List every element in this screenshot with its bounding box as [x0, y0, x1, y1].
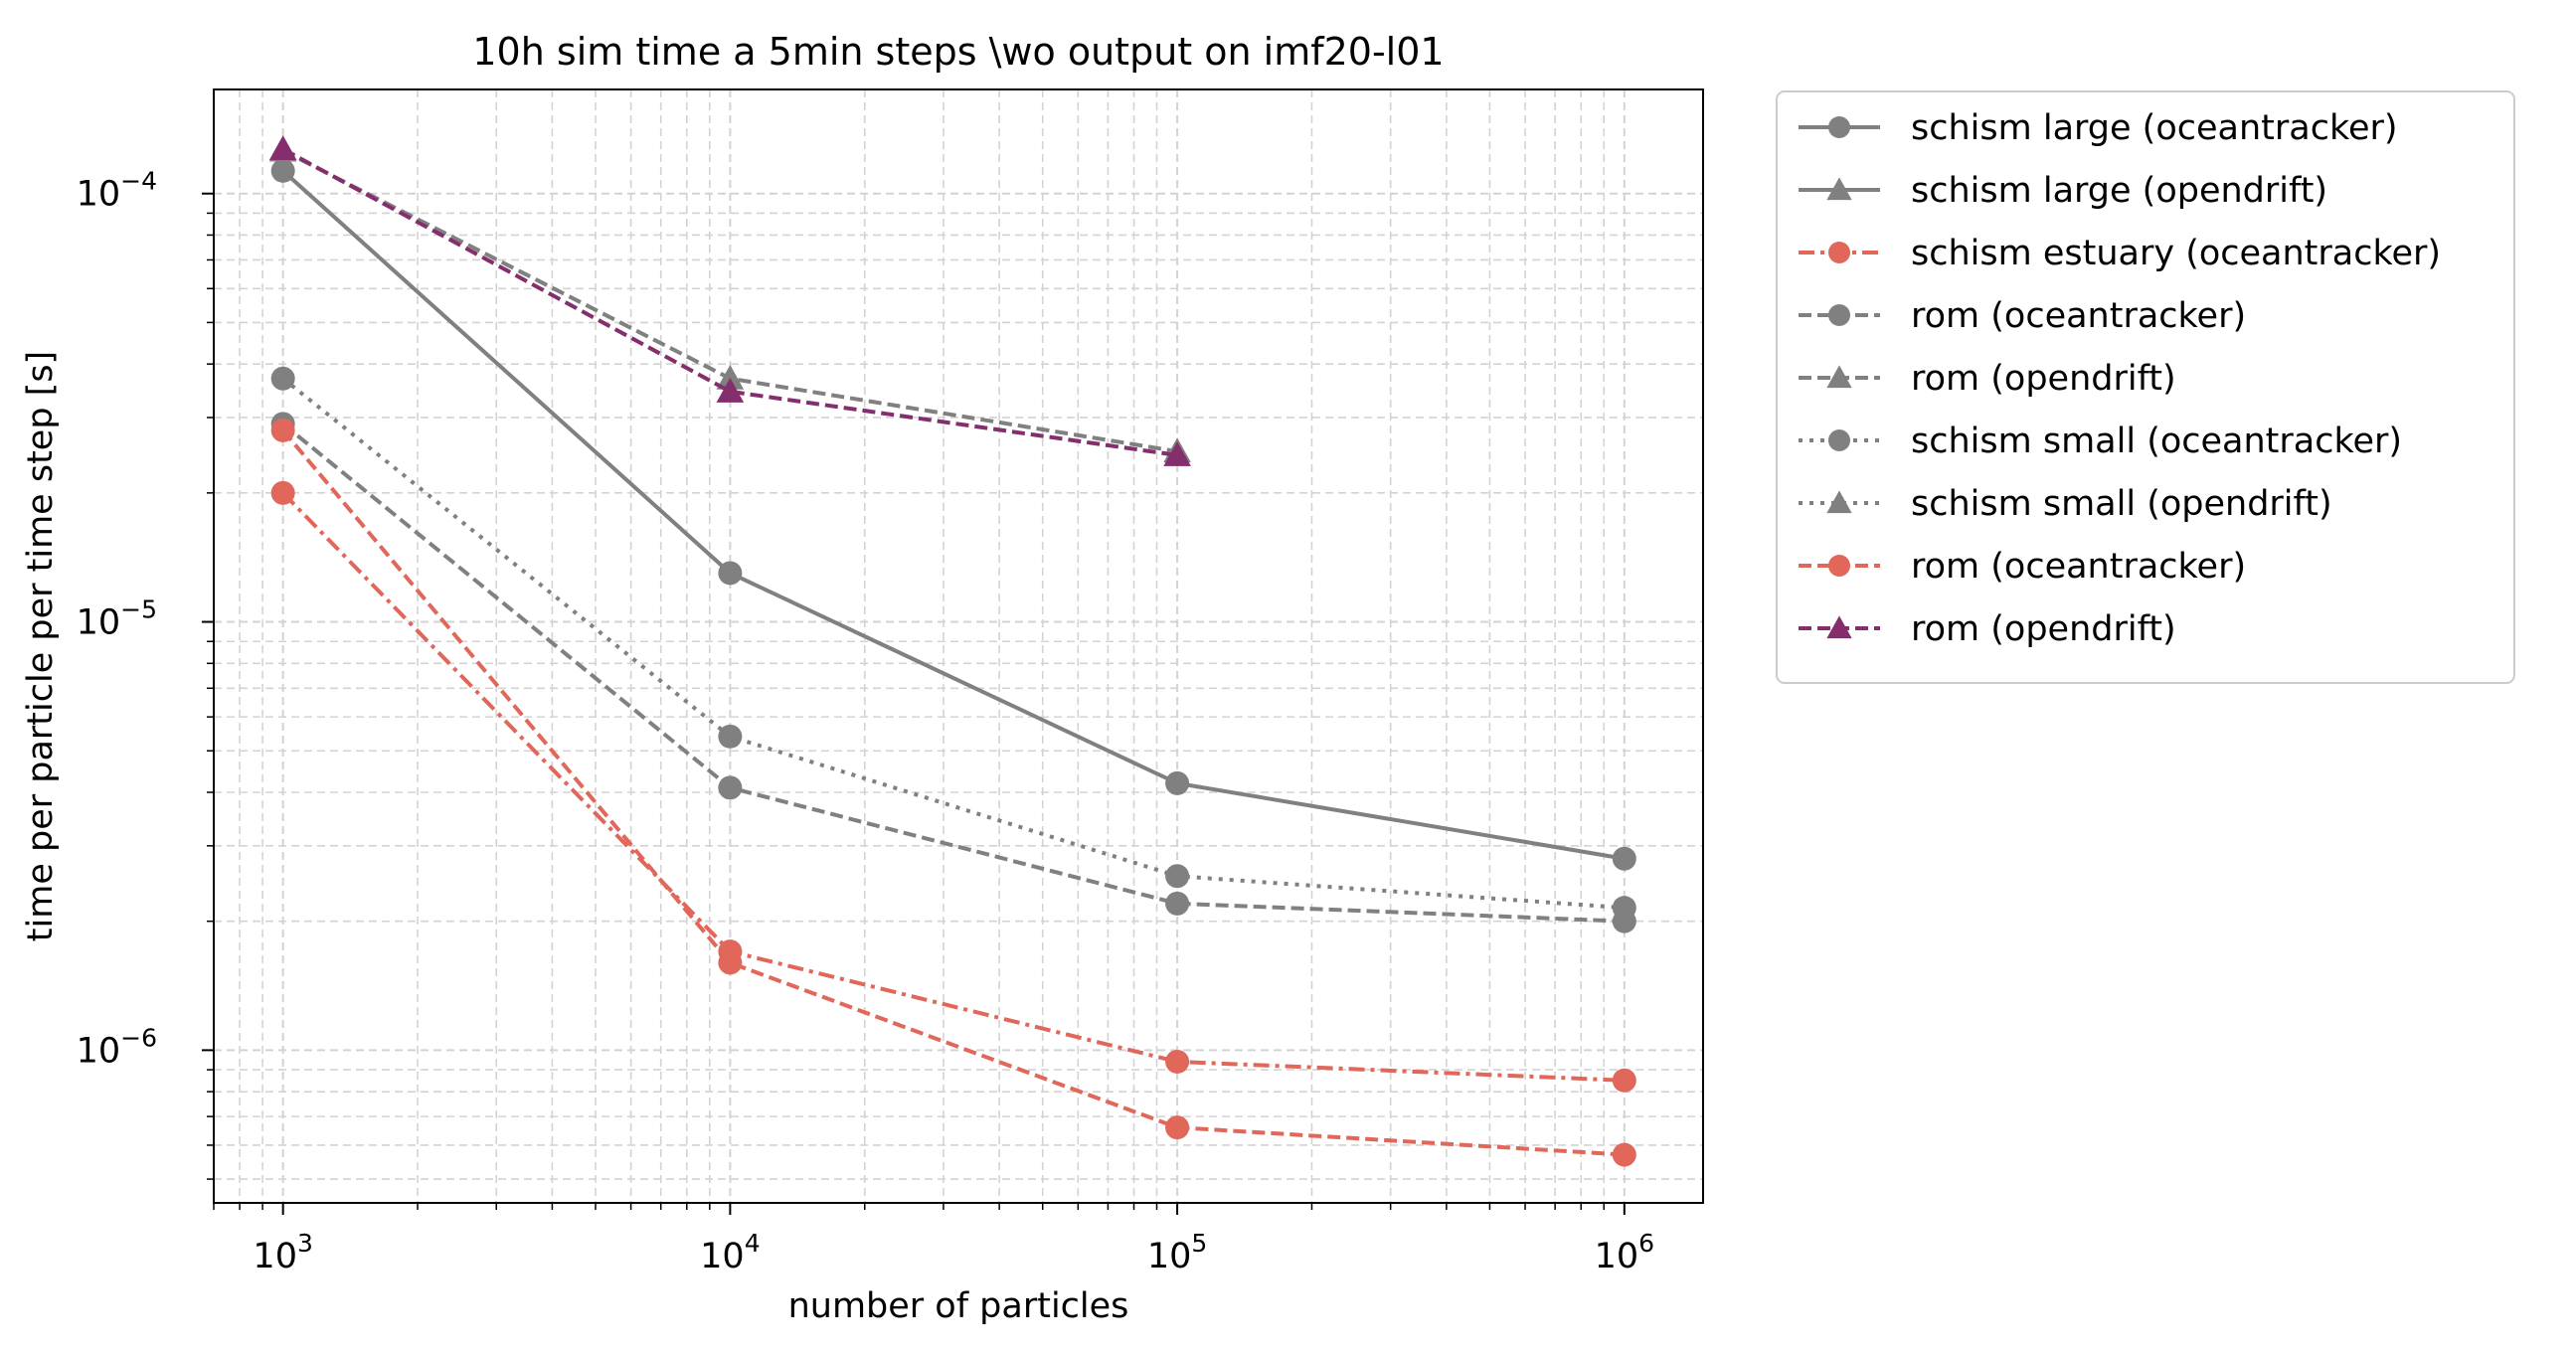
x-tick-label: 103	[253, 1229, 312, 1276]
legend-label: schism large (opendrift)	[1911, 171, 2327, 211]
data-point	[270, 418, 295, 442]
legend-entry: rom (opendrift)	[1799, 609, 2176, 649]
x-tick-label: 105	[1147, 1229, 1207, 1276]
data-point	[1612, 1068, 1636, 1093]
legend-circle-marker	[1828, 242, 1850, 263]
legend-entry: schism small (oceantracker)	[1799, 422, 2402, 461]
data-point	[1612, 846, 1636, 871]
series-line	[281, 428, 1625, 1157]
legend-label: schism small (oceantracker)	[1911, 422, 2402, 461]
axes-frame	[213, 88, 1704, 1204]
legend-frame	[1776, 90, 2515, 684]
legend-label: schism small (opendrift)	[1911, 484, 2332, 524]
legend-entry: rom (oceantracker)	[1799, 547, 2246, 587]
series-1	[270, 158, 1636, 871]
data-point	[1165, 770, 1190, 795]
legend-entry: schism estuary (oceantracker)	[1799, 234, 2441, 273]
data-point	[718, 950, 743, 975]
legend-entry: rom (oceantracker)	[1799, 296, 2246, 336]
y-tick-label: 10−4	[77, 167, 157, 215]
series-line	[281, 377, 1625, 911]
x-axis-label: number of particles	[788, 1286, 1129, 1326]
data-point	[268, 135, 297, 161]
data-point	[270, 366, 295, 391]
series-line	[281, 491, 1625, 1083]
data-point	[1165, 1115, 1190, 1140]
axis-ticks: 103 104 105 106 10−6 10−5 10−4	[77, 167, 1654, 1276]
legend-entry: rom (opendrift)	[1799, 359, 2176, 399]
legend-label: rom (oceantracker)	[1911, 547, 2246, 587]
data-point	[1165, 1049, 1190, 1074]
data-point	[270, 158, 295, 183]
legend-triangle-marker	[1826, 365, 1852, 389]
data-point	[1165, 891, 1190, 916]
legend-label: rom (opendrift)	[1911, 609, 2176, 649]
x-tick-label: 104	[700, 1229, 760, 1276]
y-tick-label: 10−6	[77, 1023, 157, 1071]
legend-triangle-marker	[1826, 177, 1852, 201]
data-point	[718, 724, 743, 749]
data-point	[1165, 864, 1190, 889]
y-tick-label: 10−5	[77, 595, 157, 643]
legend-circle-marker	[1828, 555, 1850, 577]
data-point	[1612, 1142, 1636, 1167]
series-9	[268, 135, 1191, 466]
data-point	[718, 775, 743, 800]
legend-label: schism large (oceantracker)	[1911, 108, 2398, 148]
legend-circle-marker	[1828, 116, 1850, 138]
legend-entry: schism large (opendrift)	[1799, 171, 2327, 211]
legend-label: rom (oceantracker)	[1911, 296, 2246, 336]
legend-entry: schism small (opendrift)	[1799, 484, 2332, 524]
legend-entry: schism large (oceantracker)	[1799, 108, 2398, 148]
x-tick-label: 106	[1595, 1229, 1654, 1276]
legend-triangle-marker	[1826, 490, 1852, 514]
chart-title: 10h sim time a 5min steps \wo output on …	[472, 30, 1444, 74]
legend-circle-marker	[1828, 429, 1850, 451]
series-6	[270, 366, 1636, 921]
data-point	[1612, 896, 1636, 921]
plot-area	[268, 135, 1636, 1167]
series-8	[270, 418, 1636, 1167]
data-point	[1163, 441, 1191, 466]
y-axis-label: time per particle per time step [s]	[21, 351, 61, 941]
legend-label: rom (opendrift)	[1911, 359, 2176, 399]
legend-label: schism estuary (oceantracker)	[1911, 234, 2441, 273]
series-line	[281, 169, 1626, 861]
series-line	[281, 422, 1625, 924]
legend: schism large (oceantracker) schism large …	[1776, 90, 2515, 684]
legend-circle-marker	[1828, 304, 1850, 326]
series-3	[270, 480, 1636, 1093]
grid-lines	[213, 89, 1703, 1203]
legend-triangle-marker	[1826, 615, 1852, 639]
data-point	[716, 364, 745, 390]
data-point	[718, 561, 743, 586]
data-point	[270, 480, 295, 505]
data-point	[716, 378, 745, 403]
